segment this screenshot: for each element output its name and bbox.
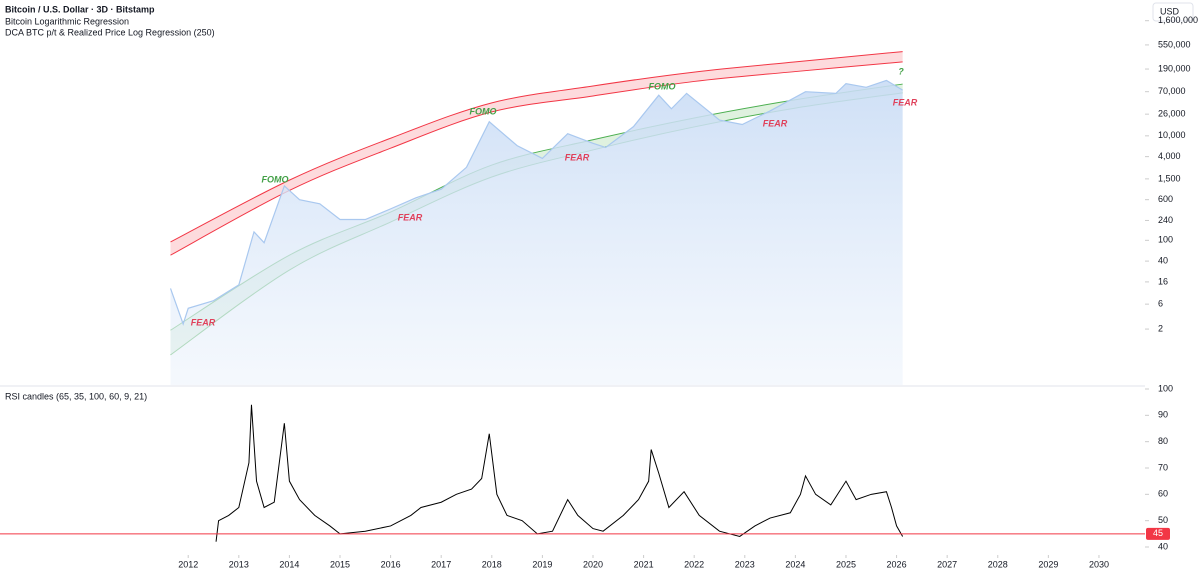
x-tick-label: 2021 xyxy=(634,559,654,569)
annotation: FEAR xyxy=(893,97,918,107)
price-line xyxy=(169,79,903,326)
x-tick-label: 2015 xyxy=(330,559,350,569)
rsi-pane xyxy=(215,404,904,542)
price-pane: FEAR FOMO FEAR FOMO FEAR FOMO FEAR? FEAR xyxy=(169,51,918,385)
x-tick-label: 2023 xyxy=(735,559,755,569)
y-tick-label: 50 xyxy=(1158,515,1168,525)
indicator-label: DCA BTC p/t & Realized Price Log Regress… xyxy=(5,27,215,37)
x-tick-label: 2028 xyxy=(988,559,1008,569)
indicator-label: RSI candles (65, 35, 100, 60, 9, 21) xyxy=(5,391,147,401)
y-tick-label: 60 xyxy=(1158,489,1168,499)
y-tick-label: 190,000 xyxy=(1158,63,1191,73)
price-area xyxy=(170,80,903,385)
level-badge xyxy=(1146,527,1170,540)
y-tick-label: 70 xyxy=(1158,462,1168,472)
x-tick-label: 2030 xyxy=(1089,559,1109,569)
x-tick-label: 2012 xyxy=(178,559,198,569)
annotation: FEAR xyxy=(191,317,216,327)
x-tick-label: 2013 xyxy=(229,559,249,569)
band-upper xyxy=(170,51,903,243)
y-tick-label: 2 xyxy=(1158,323,1163,333)
y-tick-label: 10,000 xyxy=(1158,130,1186,140)
annotation: FEAR xyxy=(565,152,590,162)
chart-title: Bitcoin / U.S. Dollar · 3D · Bitstamp xyxy=(5,4,155,14)
currency-label[interactable]: USD xyxy=(1160,6,1180,16)
annotation: FEAR xyxy=(763,118,788,128)
x-tick-label: 2018 xyxy=(482,559,502,569)
y-tick-label: 16 xyxy=(1158,276,1168,286)
x-tick-label: 2014 xyxy=(279,559,299,569)
axes: 2 6 16 40 100 240 600 1,500 4,000 10,000 26,000 70,… xyxy=(0,15,1198,569)
y-tick-label: 80 xyxy=(1158,436,1168,446)
annotation: FOMO xyxy=(470,106,497,116)
y-tick-label: 100 xyxy=(1158,383,1173,393)
x-tick-label: 2017 xyxy=(431,559,451,569)
currency-button[interactable] xyxy=(1152,2,1194,22)
y-tick-label: 90 xyxy=(1158,410,1168,420)
annotation: FOMO xyxy=(649,81,676,91)
x-tick-label: 2026 xyxy=(887,559,907,569)
y-tick-label: 1,500 xyxy=(1158,173,1181,183)
level-label: 45 xyxy=(1153,528,1163,538)
y-tick-label: 550,000 xyxy=(1158,39,1191,49)
annotation: ? xyxy=(898,66,904,76)
x-tick-label: 2016 xyxy=(381,559,401,569)
rsi-line xyxy=(215,404,904,542)
x-tick-label: 2027 xyxy=(937,559,957,569)
y-tick-label: 40 xyxy=(1158,541,1168,551)
y-tick-label: 26,000 xyxy=(1158,109,1186,119)
x-tick-label: 2019 xyxy=(532,559,552,569)
annotation: FEAR xyxy=(398,212,423,222)
y-tick-label: 40 xyxy=(1158,255,1168,265)
x-tick-label: 2022 xyxy=(684,559,704,569)
y-tick-label: 4,000 xyxy=(1158,151,1181,161)
annotation: FOMO xyxy=(262,174,289,184)
y-tick-label: 6 xyxy=(1158,299,1163,309)
x-tick-label: 2020 xyxy=(583,559,603,569)
y-tick-label: 240 xyxy=(1158,215,1173,225)
x-tick-label: 2024 xyxy=(785,559,805,569)
indicator-label: Bitcoin Logarithmic Regression xyxy=(5,16,129,26)
y-tick-label: 100 xyxy=(1158,235,1173,245)
y-tick-label: 600 xyxy=(1158,194,1173,204)
x-tick-label: 2029 xyxy=(1038,559,1058,569)
band-lower xyxy=(170,61,903,256)
x-tick-label: 2025 xyxy=(836,559,856,569)
y-tick-label: 70,000 xyxy=(1158,86,1186,96)
y-tick-label: 1,600,000 xyxy=(1158,15,1198,25)
